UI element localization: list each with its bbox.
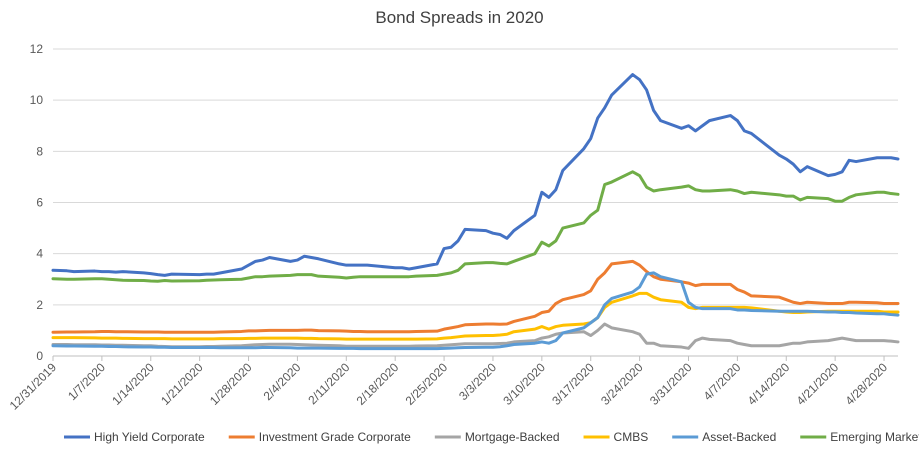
x-tick-label: 1/28/2020 xyxy=(207,360,255,408)
x-tick-label: 12/31/2019 xyxy=(7,360,60,413)
series-line xyxy=(51,291,900,341)
x-tick-label: 2/11/2020 xyxy=(305,360,352,407)
y-tick-label: 4 xyxy=(36,247,43,261)
y-tick-label: 8 xyxy=(36,144,43,158)
series-line xyxy=(51,170,900,283)
series-line xyxy=(51,259,900,334)
series-line xyxy=(51,73,900,277)
y-tick-label: 10 xyxy=(30,93,44,107)
series-line xyxy=(51,271,900,351)
x-tick-label: 1/21/2020 xyxy=(158,360,206,408)
x-tick-label: 1/14/2020 xyxy=(109,360,157,408)
x-tick-label: 3/17/2020 xyxy=(549,360,597,408)
chart-title: Bond Spreads in 2020 xyxy=(375,8,544,27)
x-tick-label: 4/28/2020 xyxy=(843,360,891,408)
x-tick-label: 4/21/2020 xyxy=(794,360,842,408)
x-tick-label: 4/14/2020 xyxy=(745,360,793,408)
y-tick-label: 6 xyxy=(36,196,43,210)
x-tick-label: 2/4/2020 xyxy=(261,360,304,403)
legend-label: High Yield Corporate xyxy=(94,430,205,444)
x-tick-label: 2/25/2020 xyxy=(403,360,451,408)
x-tick-label: 1/7/2020 xyxy=(65,360,108,403)
x-tick-label: 3/24/2020 xyxy=(598,360,646,408)
x-tick-label: 2/18/2020 xyxy=(354,360,402,408)
legend-label: Investment Grade Corporate xyxy=(259,430,411,444)
y-tick-label: 0 xyxy=(36,349,43,363)
x-tick-label: 3/10/2020 xyxy=(500,360,548,408)
legend-label: Mortgage-Backed xyxy=(465,430,560,444)
x-tick-label: 3/3/2020 xyxy=(456,360,499,403)
y-tick-label: 2 xyxy=(36,298,43,312)
y-tick-label: 12 xyxy=(30,42,44,56)
x-tick-label: 4/7/2020 xyxy=(701,360,744,403)
legend-label: Asset-Backed xyxy=(702,430,776,444)
legend-label: CMBS xyxy=(614,430,649,444)
legend-label: Emerging Market xyxy=(830,430,919,444)
x-tick-label: 3/31/2020 xyxy=(647,360,695,408)
